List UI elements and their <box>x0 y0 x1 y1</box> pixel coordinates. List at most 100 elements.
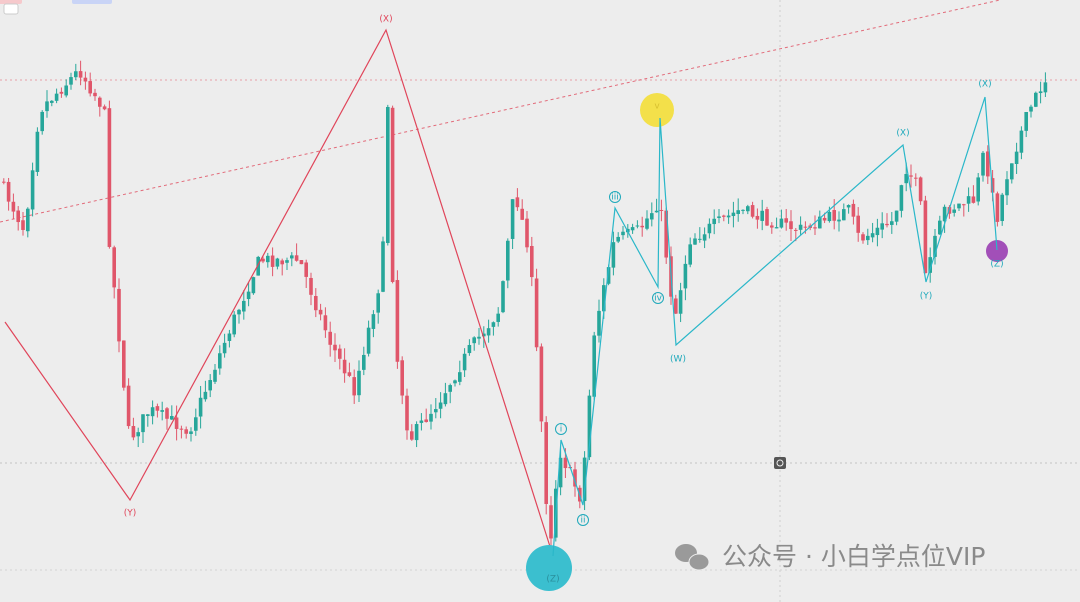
candle-part <box>861 234 865 241</box>
candle-part <box>165 408 169 419</box>
toolbar-button[interactable] <box>72 0 112 4</box>
candle-part <box>938 220 942 235</box>
wave-label: v <box>654 102 660 112</box>
highlight-circle <box>640 93 674 127</box>
candle-part <box>357 370 361 396</box>
wave-label: ii <box>580 516 585 526</box>
candle-part <box>338 348 342 359</box>
candle-part <box>602 285 606 312</box>
toolbar-button[interactable] <box>0 0 22 4</box>
candle-part <box>314 296 318 311</box>
candle-part <box>957 203 961 209</box>
candle-part <box>573 469 577 487</box>
candle-part <box>731 212 736 217</box>
candle-part <box>251 277 256 294</box>
candle-part <box>395 280 400 362</box>
candle-part <box>621 231 625 236</box>
candle-part <box>40 111 44 132</box>
candle-part <box>419 420 424 423</box>
candle-part <box>98 97 102 107</box>
candle-part <box>870 233 875 238</box>
candle-part <box>674 298 678 314</box>
candle-part <box>822 217 827 221</box>
candle-part <box>184 429 188 434</box>
candle-part <box>933 235 937 257</box>
candle-part <box>208 380 212 391</box>
candle-part <box>1038 91 1043 94</box>
crosshair-icon[interactable] <box>774 457 786 469</box>
candle-part <box>880 223 884 230</box>
candle-part <box>203 391 208 400</box>
candle-part <box>760 210 764 221</box>
candle-part <box>923 200 928 274</box>
candle-part <box>318 309 323 315</box>
candle-part <box>88 81 92 94</box>
candle-part <box>64 85 68 96</box>
candle-part <box>405 395 409 431</box>
candle-part <box>400 360 404 396</box>
candle-part <box>381 241 385 292</box>
candle-part <box>726 215 731 218</box>
toolbar-button[interactable] <box>3 3 19 15</box>
candle-part <box>410 431 414 440</box>
candle-part <box>448 385 452 392</box>
candle-part <box>189 431 193 434</box>
highlight-circle <box>526 545 572 591</box>
candle-part <box>78 71 83 78</box>
candle-part <box>16 210 20 223</box>
wave-label: (Y) <box>920 292 933 302</box>
highlight-circle <box>986 240 1008 262</box>
candle-part <box>664 210 668 258</box>
candle-part <box>1000 194 1004 222</box>
candle-part <box>616 236 620 242</box>
candle-part <box>1043 82 1048 93</box>
candle-part <box>635 225 640 227</box>
candle-part <box>736 210 740 214</box>
candle-part <box>323 315 328 331</box>
candle-part <box>866 235 870 241</box>
candle-part <box>990 178 995 193</box>
candle-part <box>746 206 750 212</box>
candle-part <box>256 256 260 276</box>
candle-part <box>755 215 760 220</box>
wave-label: (Z) <box>990 260 1003 270</box>
candle-part <box>534 278 539 348</box>
wave-label: i <box>560 425 563 435</box>
candle-part <box>981 152 985 176</box>
candle-part <box>966 196 971 204</box>
candle-part <box>1010 163 1014 180</box>
candle-part <box>93 92 97 97</box>
candle-part <box>750 205 755 217</box>
candle-part <box>942 206 947 222</box>
candle-part <box>894 210 899 222</box>
candle-part <box>386 106 390 244</box>
candle-part <box>486 328 491 336</box>
candle-part <box>832 210 836 221</box>
candle-part <box>424 419 428 422</box>
candle-part <box>232 314 236 335</box>
candle-part <box>30 170 35 210</box>
candles <box>2 60 1048 551</box>
candle-part <box>837 219 841 222</box>
candle-part <box>654 210 659 213</box>
candle-part <box>242 300 246 312</box>
candle-part <box>376 293 380 313</box>
candle-part <box>112 247 116 288</box>
candle-part <box>789 221 793 230</box>
candle-part <box>74 71 78 78</box>
candle-part <box>342 359 347 374</box>
candle-part <box>784 218 788 223</box>
candle-part <box>362 354 366 370</box>
candle-part <box>304 262 308 277</box>
candle-part <box>698 238 702 240</box>
candle-part <box>453 380 457 384</box>
candle-part <box>645 218 649 229</box>
wave-label: (X) <box>978 80 991 90</box>
candle-part <box>6 181 11 202</box>
candle-part <box>693 238 697 245</box>
candle-part <box>222 342 227 354</box>
candle-part <box>280 260 284 265</box>
candle-part <box>722 215 726 217</box>
candle-part <box>544 422 548 504</box>
